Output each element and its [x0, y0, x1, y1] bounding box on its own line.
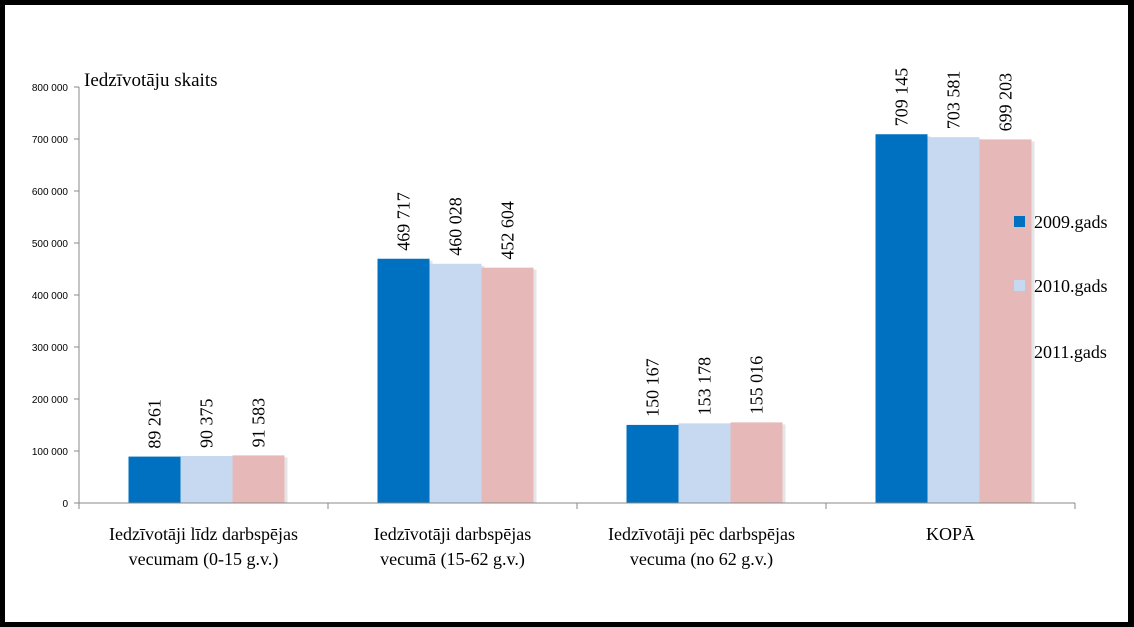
bar	[979, 139, 1032, 504]
bar	[875, 134, 928, 503]
bar	[678, 423, 731, 503]
y-tick-label: 0	[62, 499, 68, 510]
legend-label: 2011.gads	[1034, 342, 1107, 362]
legend-label: 2010.gads	[1034, 276, 1108, 296]
bar	[429, 263, 482, 503]
data-label: 699 203	[996, 73, 1016, 132]
plot-area: 89 261 90 375 91 583 469 717 460 028 452 604 1…	[128, 68, 1035, 504]
y-tick-label: 700 000	[32, 135, 69, 146]
bar	[377, 258, 430, 503]
category-label: Iedzīvotāji pēc darbspējas vecuma (no 62 …	[608, 524, 795, 570]
bar	[232, 455, 285, 503]
bar	[128, 456, 181, 503]
data-label: 155 016	[747, 356, 767, 415]
x-axis: Iedzīvotāji līdz darbspējas vecumam (0-15…	[78, 502, 1076, 570]
category-label: Iedzīvotāji darbspējas vecumā (15-62 g.v.…	[374, 524, 531, 570]
legend-swatch	[1014, 216, 1025, 227]
y-tick-label: 100 000	[32, 447, 69, 458]
legend-swatch	[1014, 346, 1025, 357]
legend-swatch	[1014, 280, 1025, 291]
data-label: 469 717	[394, 192, 414, 251]
y-tick-label: 200 000	[32, 395, 69, 406]
bar	[927, 137, 980, 503]
y-tick-label: 400 000	[32, 291, 69, 302]
data-label: 91 583	[249, 398, 269, 448]
data-label: 452 604	[498, 201, 518, 260]
y-axis-label: Iedzīvotāju skaits	[84, 70, 218, 91]
data-label: 150 167	[643, 358, 663, 417]
category-label: Iedzīvotāji līdz darbspējas vecumam (0-15…	[109, 524, 298, 570]
bar	[730, 422, 783, 503]
y-tick-label: 500 000	[32, 239, 69, 250]
data-label: 153 178	[695, 357, 715, 416]
y-axis: 0 100 000 200 000 300 000 400 000 500 000 600 …	[32, 83, 80, 510]
bar	[481, 267, 534, 503]
y-tick-label: 300 000	[32, 343, 69, 354]
legend: 2009.gads 2010.gads 2011.gads	[1014, 212, 1108, 362]
legend-label: 2009.gads	[1034, 212, 1108, 232]
bar	[626, 424, 679, 503]
data-label: 89 261	[145, 399, 165, 449]
data-label: 460 028	[446, 197, 466, 256]
data-label: 709 145	[892, 68, 912, 127]
category-label: KOPĀ	[926, 524, 975, 544]
data-label: 90 375	[197, 399, 217, 449]
y-tick-label: 600 000	[32, 187, 69, 198]
bar	[180, 456, 233, 503]
y-tick-label: 800 000	[32, 83, 69, 94]
data-label: 703 581	[944, 71, 964, 130]
